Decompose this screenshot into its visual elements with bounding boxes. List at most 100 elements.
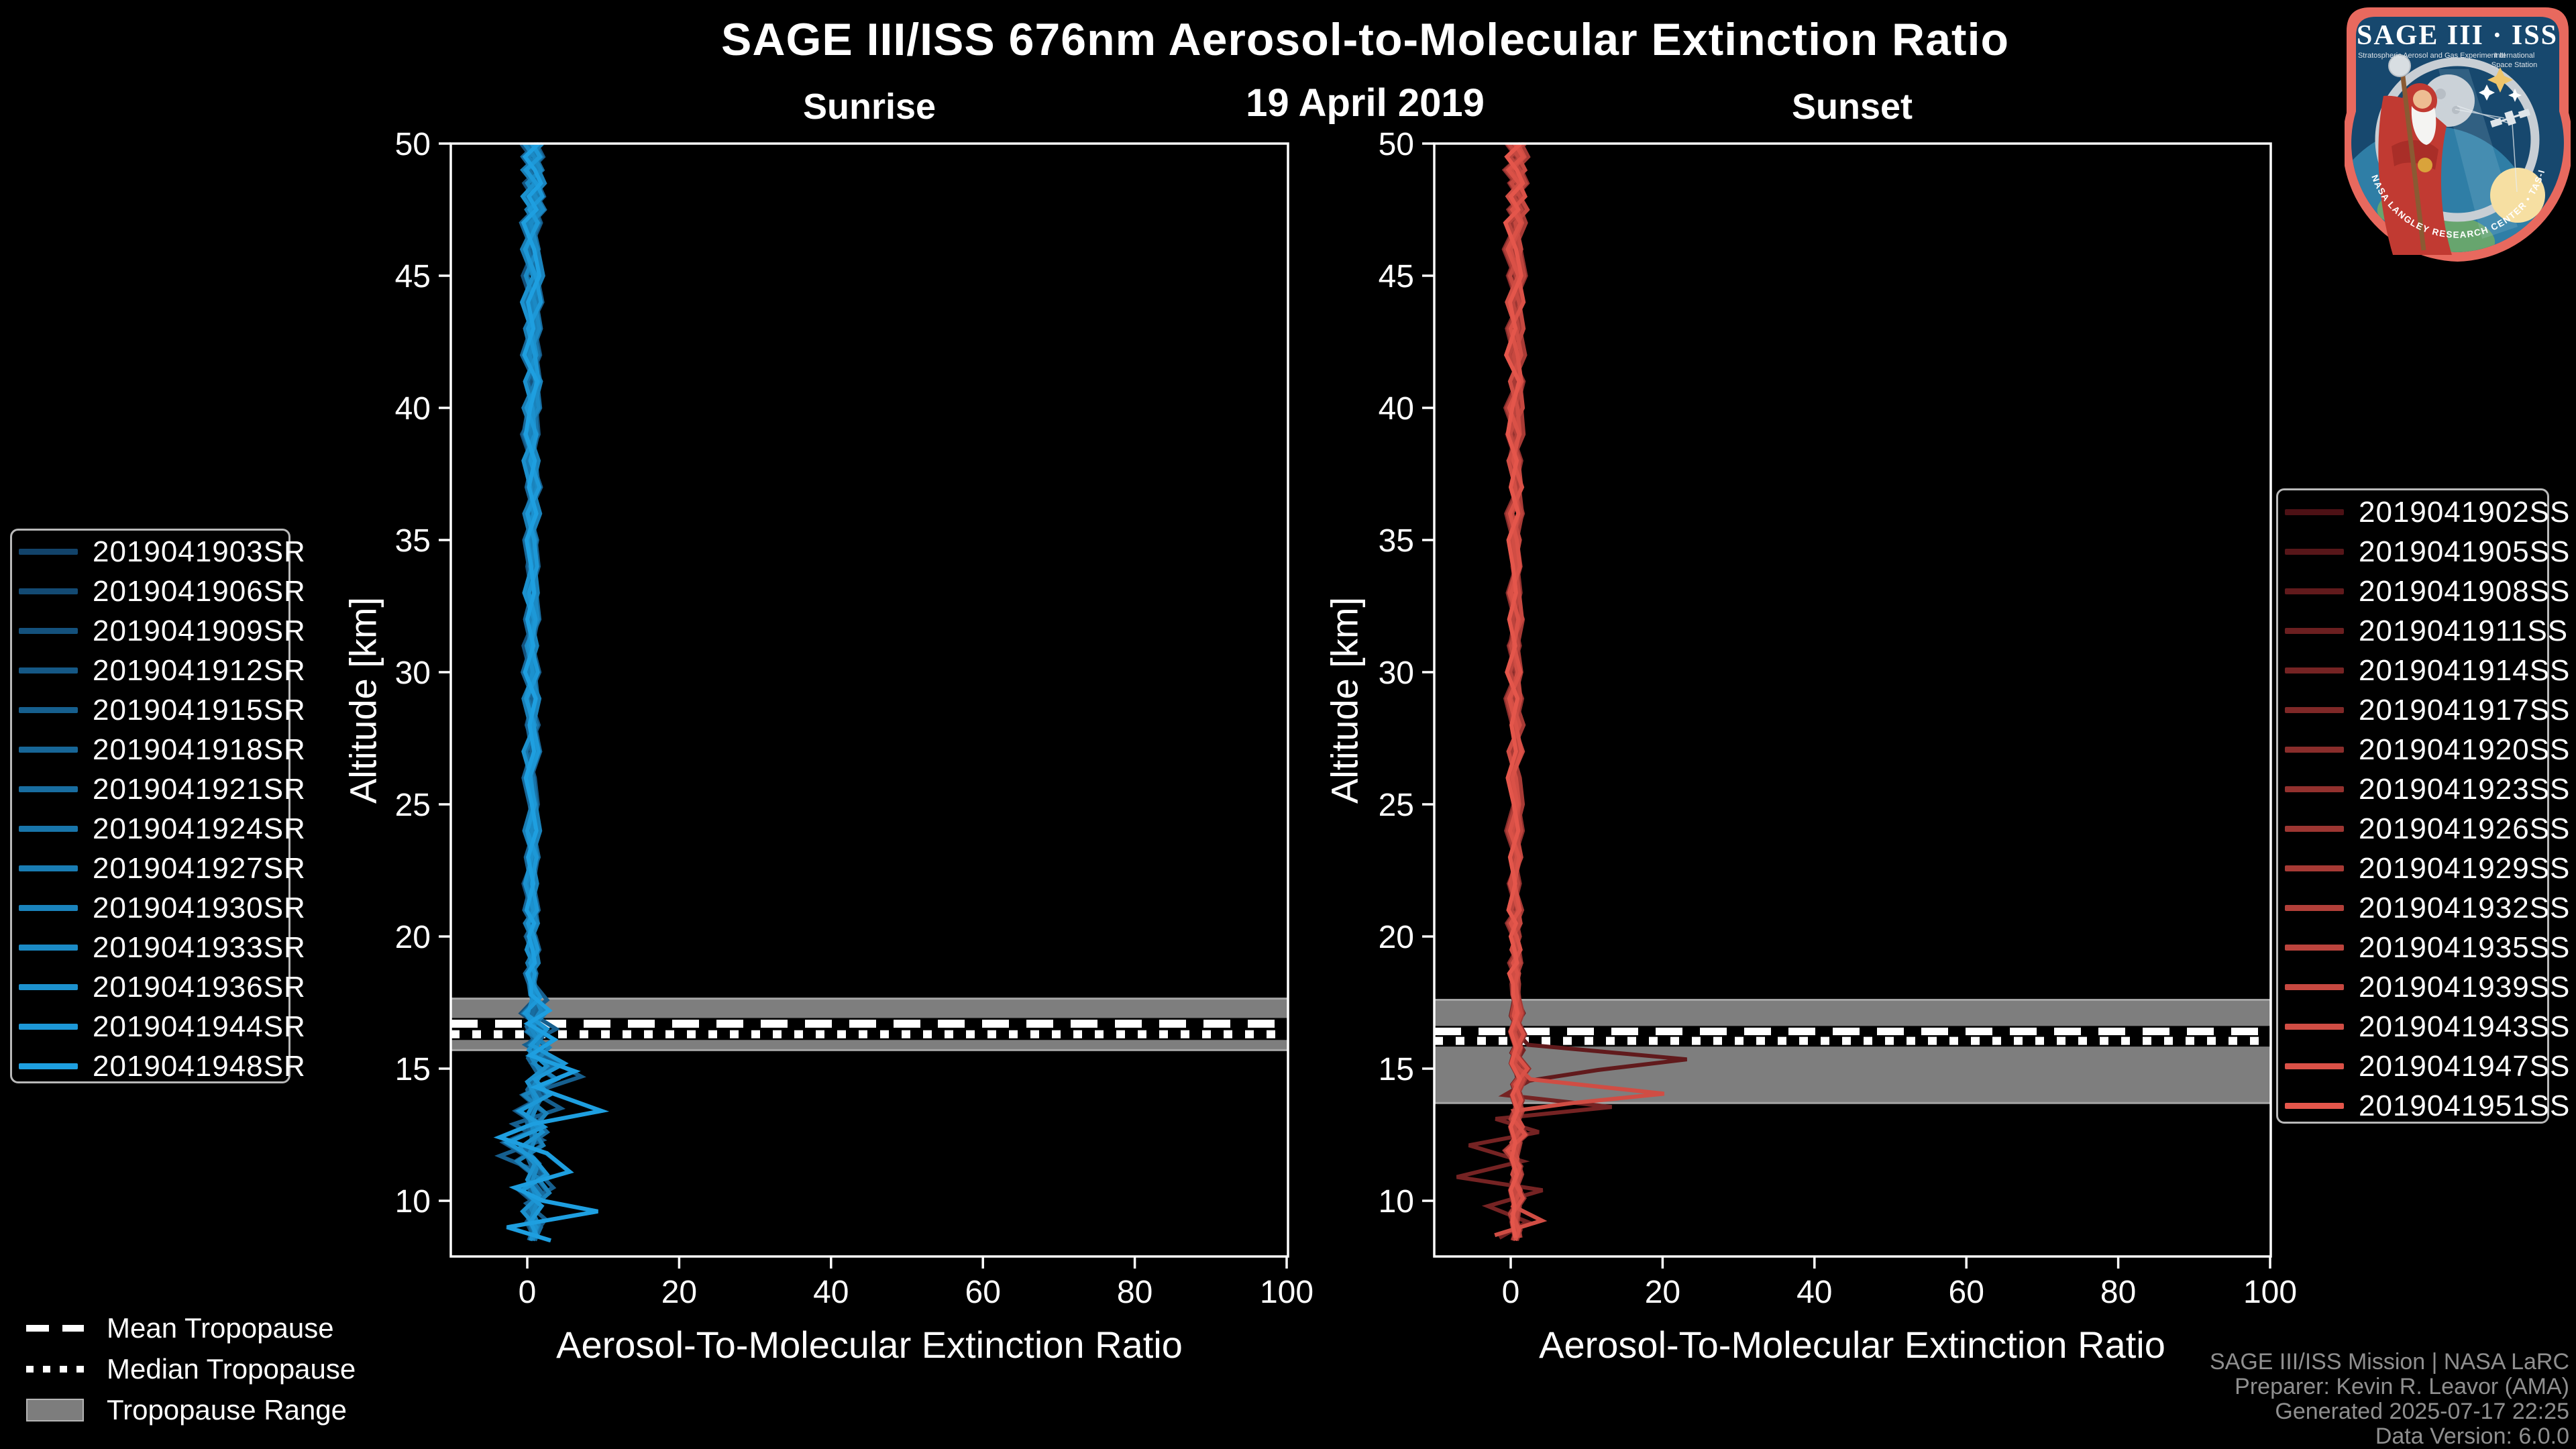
legend-item-2019041912SR: 2019041912SR — [12, 651, 305, 690]
legend-line-swatch — [19, 984, 78, 990]
legend-line-swatch — [2285, 905, 2344, 911]
y-tick-label: 30 — [395, 655, 431, 691]
legend-label: 2019041933SR — [93, 930, 306, 964]
legend-label: 2019041909SR — [93, 614, 306, 647]
legend-label: 2019041930SR — [93, 891, 306, 924]
legend-label: 2019041902SS — [2359, 495, 2571, 529]
logo-subtitle-right1: International — [2494, 52, 2535, 60]
x-tick-label: 100 — [1260, 1275, 1313, 1310]
legend-item-tropopause-range: Tropopause Range — [26, 1394, 347, 1426]
legend-item-2019041948SR: 2019041948SR — [12, 1046, 305, 1086]
legend-item-2019041929SS: 2019041929SS — [2278, 849, 2569, 888]
panel-title-sunrise: Sunrise — [802, 87, 936, 127]
legend-line-swatch — [2285, 628, 2344, 634]
legend-label: 2019041932SS — [2359, 891, 2571, 924]
profile-line-2019041943SS — [1494, 142, 1665, 1238]
y-tick-label: 40 — [395, 391, 431, 427]
legend-line-swatch — [2285, 588, 2344, 594]
legend-label: 2019041918SR — [93, 733, 306, 766]
x-tick-label: 60 — [965, 1275, 1001, 1310]
sun — [2490, 168, 2545, 223]
legend-line-swatch — [19, 905, 78, 911]
legend-item-2019041920SS: 2019041920SS — [2278, 730, 2569, 769]
page-title: SAGE III/ISS 676nm Aerosol-to-Molecular … — [720, 14, 2010, 65]
legend-item-2019041915SR: 2019041915SR — [12, 690, 305, 730]
y-tick-label: 30 — [1379, 655, 1414, 691]
legend-label: 2019041926SS — [2359, 812, 2571, 845]
legend-label: 2019041915SR — [93, 693, 306, 727]
legend-item-2019041924SR: 2019041924SR — [12, 809, 305, 849]
y-tick-label: 50 — [1379, 127, 1414, 162]
mean-tropopause-dash-icon — [26, 1325, 84, 1332]
legend-item-2019041933SR: 2019041933SR — [12, 928, 305, 967]
legend-line-swatch — [2285, 747, 2344, 753]
legend-line-swatch — [2285, 1024, 2344, 1030]
legend-label: 2019041920SS — [2359, 733, 2571, 766]
legend-item-2019041930SR: 2019041930SR — [12, 888, 305, 928]
y-tick-label: 40 — [1379, 391, 1414, 427]
legend-label: 2019041921SR — [93, 772, 306, 806]
y-tick-label: 20 — [395, 920, 431, 955]
legend-label: 2019041947SS — [2359, 1049, 2571, 1083]
legend-label: 2019041935SS — [2359, 930, 2571, 964]
x-tick-label: 20 — [661, 1275, 697, 1310]
logo-subtitle-right2: Space Station — [2491, 61, 2538, 69]
moon-crater — [2452, 106, 2460, 114]
legend-line-swatch — [2285, 667, 2344, 674]
legend-item-2019041909SR: 2019041909SR — [12, 611, 305, 651]
footer-data-version: Data Version: 6.0.0 — [2375, 1424, 2569, 1449]
legend-line-swatch — [2285, 786, 2344, 792]
profile-line-2019041947SS — [1505, 142, 1530, 1242]
star-icon — [2479, 85, 2495, 101]
legend-item-2019041943SS: 2019041943SS — [2278, 1007, 2569, 1046]
logo-title: SAGE III · ISS — [2357, 20, 2558, 51]
legend-item-2019041914SS: 2019041914SS — [2278, 651, 2569, 690]
star-icon — [2487, 67, 2513, 93]
iss-icon — [2489, 108, 2531, 128]
legend-line-swatch — [2285, 865, 2344, 871]
legend-line-swatch — [19, 707, 78, 713]
staff — [2400, 70, 2426, 251]
legend-item-2019041932SS: 2019041932SS — [2278, 888, 2569, 928]
legend-line-swatch — [19, 588, 78, 594]
sage-iss-mission-patch-logo: SAGE III · ISS Stratospheric Aerosol and… — [2345, 5, 2571, 262]
y-tick-label: 20 — [1379, 920, 1414, 955]
x-tick-label: 80 — [2100, 1275, 2136, 1310]
profile-line-2019041951SS — [1503, 142, 1525, 1238]
legend-line-swatch — [2285, 509, 2344, 515]
y-tick-label: 50 — [395, 127, 431, 162]
legend-item-2019041906SR: 2019041906SR — [12, 572, 305, 611]
legend-item-2019041921SR: 2019041921SR — [12, 769, 305, 809]
axes-spines — [449, 142, 1289, 1258]
x-axis-label-sunset: Aerosol-To-Molecular Extinction Ratio — [1539, 1324, 2165, 1366]
legend-label: 2019041917SS — [2359, 693, 2571, 727]
staff-orb — [2388, 54, 2411, 77]
footer-credits: SAGE III/ISS Mission | NASA LaRC Prepare… — [2210, 1350, 2569, 1449]
legend-line-swatch — [2285, 984, 2344, 990]
sage-figure — [2378, 54, 2452, 255]
legend-line-swatch — [19, 826, 78, 832]
legend-item-2019041918SR: 2019041918SR — [12, 730, 305, 769]
star-icon — [2508, 89, 2522, 102]
legend-line-swatch — [2285, 945, 2344, 951]
legend-item-2019041917SS: 2019041917SS — [2278, 690, 2569, 730]
tropopause-range-label: Tropopause Range — [107, 1394, 347, 1426]
profile-line-2019041948SR — [494, 142, 610, 1242]
legend-item-mean-tropopause: Mean Tropopause — [26, 1312, 334, 1344]
y-tick-label: 35 — [395, 523, 431, 559]
x-tick-label: 0 — [519, 1275, 537, 1310]
x-tick-label: 40 — [813, 1275, 849, 1310]
date-subtitle: 19 April 2019 — [1246, 81, 1485, 125]
footer-preparer: Preparer: Kevin R. Leavor (AMA) — [2235, 1374, 2569, 1399]
mean-tropopause-label: Mean Tropopause — [107, 1312, 334, 1344]
legend-item-2019041935SS: 2019041935SS — [2278, 928, 2569, 967]
y-tick-label: 10 — [395, 1184, 431, 1220]
y-tick-label: 15 — [1379, 1052, 1414, 1087]
footer-mission: SAGE III/ISS Mission | NASA LaRC — [2209, 1349, 2569, 1375]
legend-line-swatch — [19, 549, 78, 555]
legend-line-swatch — [19, 1063, 78, 1069]
y-tick-label: 10 — [1379, 1184, 1414, 1220]
legend-item-median-tropopause: Median Tropopause — [26, 1353, 356, 1385]
median-tropopause-label: Median Tropopause — [107, 1353, 356, 1385]
